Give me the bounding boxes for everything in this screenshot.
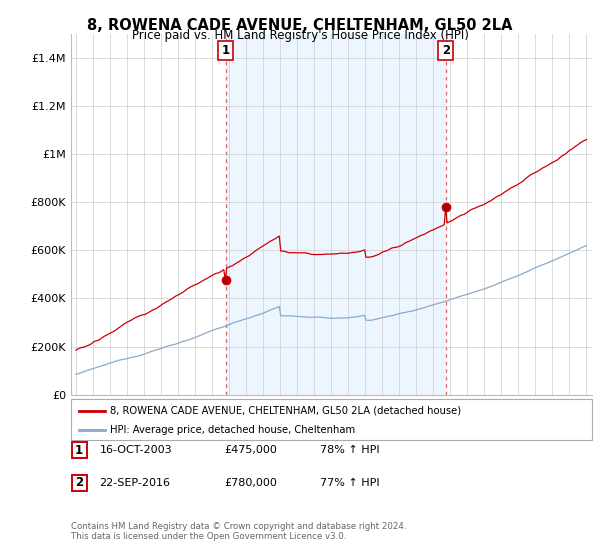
Text: 2: 2 [442, 44, 450, 57]
Text: 8, ROWENA CADE AVENUE, CHELTENHAM, GL50 2LA (detached house): 8, ROWENA CADE AVENUE, CHELTENHAM, GL50 … [110, 405, 461, 416]
FancyBboxPatch shape [71, 475, 87, 491]
Text: 2: 2 [75, 476, 83, 489]
Text: 1: 1 [75, 444, 83, 457]
Text: 1: 1 [221, 44, 230, 57]
Text: 8, ROWENA CADE AVENUE, CHELTENHAM, GL50 2LA: 8, ROWENA CADE AVENUE, CHELTENHAM, GL50 … [87, 18, 513, 33]
Text: Price paid vs. HM Land Registry's House Price Index (HPI): Price paid vs. HM Land Registry's House … [131, 29, 469, 41]
Text: £780,000: £780,000 [224, 478, 277, 488]
Bar [226, 34, 446, 395]
Text: 16-OCT-2003: 16-OCT-2003 [100, 445, 172, 455]
Text: 78% ↑ HPI: 78% ↑ HPI [320, 445, 379, 455]
Text: HPI: Average price, detached house, Cheltenham: HPI: Average price, detached house, Chel… [110, 424, 355, 435]
FancyBboxPatch shape [71, 442, 87, 458]
Text: Contains HM Land Registry data © Crown copyright and database right 2024.
This d: Contains HM Land Registry data © Crown c… [71, 522, 406, 542]
Text: £475,000: £475,000 [224, 445, 277, 455]
FancyBboxPatch shape [71, 399, 592, 440]
Text: 77% ↑ HPI: 77% ↑ HPI [320, 478, 379, 488]
Text: 22-SEP-2016: 22-SEP-2016 [100, 478, 170, 488]
